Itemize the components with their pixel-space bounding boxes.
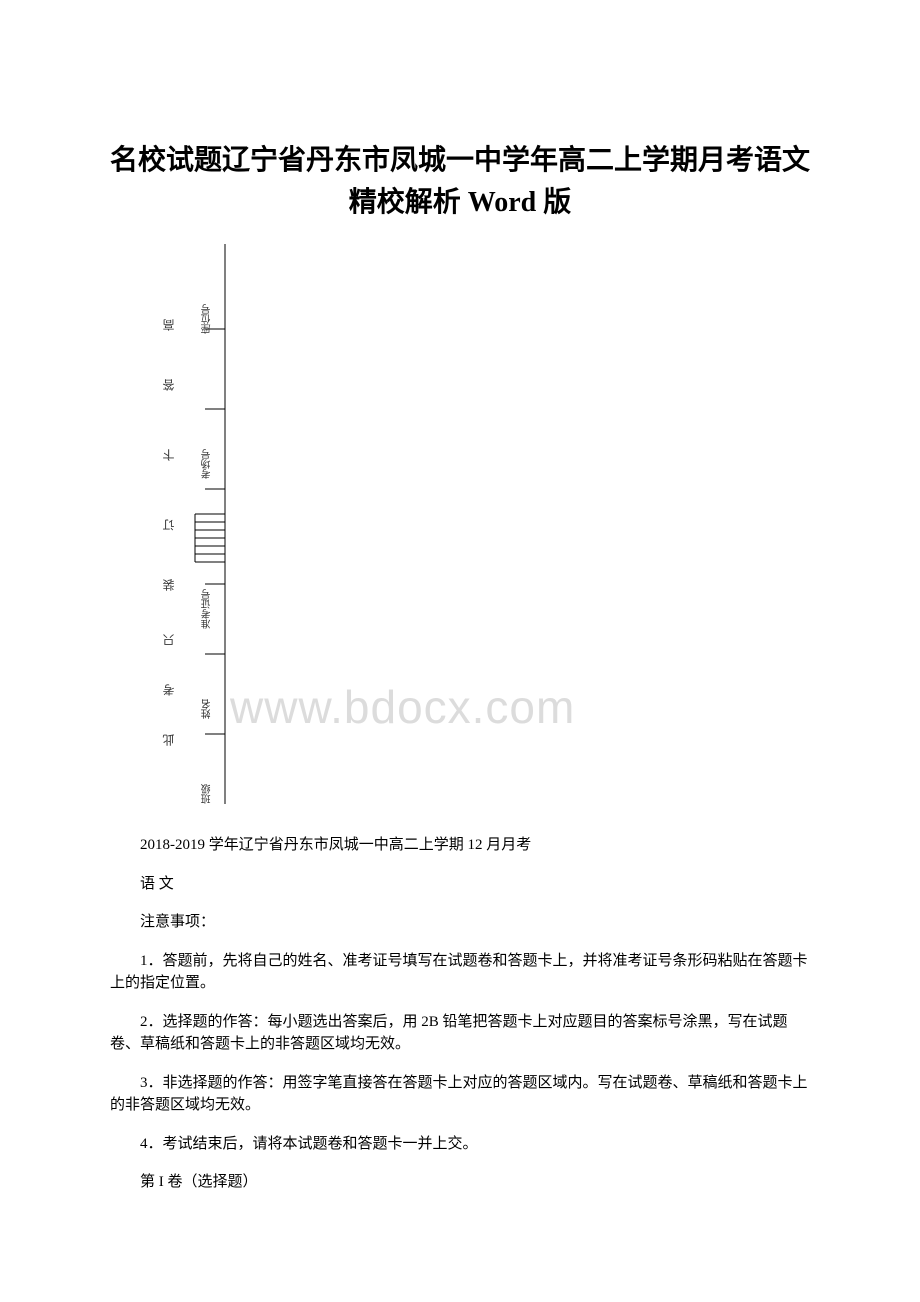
title-line2: 精校解析 Word 版 bbox=[349, 187, 571, 218]
label-left-5: 装 bbox=[160, 579, 177, 591]
label-right-4: 姓名 bbox=[200, 699, 215, 719]
label-left-1: 高 bbox=[160, 319, 177, 331]
answer-sheet-diagram: 高 答 卞 订 装 只 考 此 座位号 考场号 准考证号 姓名 班级 bbox=[140, 244, 280, 814]
label-left-3: 卞 bbox=[160, 449, 177, 461]
label-left-6: 只 bbox=[160, 634, 177, 646]
watermark: www.bdocx.com bbox=[230, 680, 575, 734]
label-right-1: 座位号 bbox=[200, 304, 215, 334]
notice-item-2: 2．选择题的作答：每小题选出答案后，用 2B 铅笔把答题卡上对应题目的答案标号涂… bbox=[110, 1011, 810, 1056]
label-right-2: 考场号 bbox=[200, 449, 215, 479]
notice-item-3: 3．非选择题的作答：用签字笔直接答在答题卡上对应的答题区域内。写在试题卷、草稿纸… bbox=[110, 1072, 810, 1117]
label-right-3: 准考证号 bbox=[200, 589, 215, 629]
notice-item-4: 4．考试结束后，请将本试题卷和答题卡一并上交。 bbox=[110, 1133, 810, 1156]
label-left-4: 订 bbox=[160, 519, 177, 531]
label-left-2: 答 bbox=[160, 379, 177, 391]
label-left-8: 此 bbox=[160, 734, 177, 746]
notice-item-1: 1．答题前，先将自己的姓名、准考证号填写在试题卷和答题卡上，并将准考证号条形码粘… bbox=[110, 950, 810, 995]
document-title: 名校试题辽宁省丹东市凤城一中学年高二上学期月考语文 精校解析 Word 版 bbox=[110, 140, 810, 224]
label-left-7: 考 bbox=[160, 684, 177, 696]
label-right-5: 班级 bbox=[200, 784, 215, 804]
section-header: 第 I 卷（选择题） bbox=[110, 1171, 810, 1194]
subtitle: 2018-2019 学年辽宁省丹东市凤城一中高二上学期 12 月月考 bbox=[110, 834, 810, 857]
subject-line: 语 文 bbox=[110, 873, 810, 896]
notice-header: 注意事项： bbox=[110, 911, 810, 934]
title-line1: 名校试题辽宁省丹东市凤城一中学年高二上学期月考语文 bbox=[110, 145, 810, 176]
